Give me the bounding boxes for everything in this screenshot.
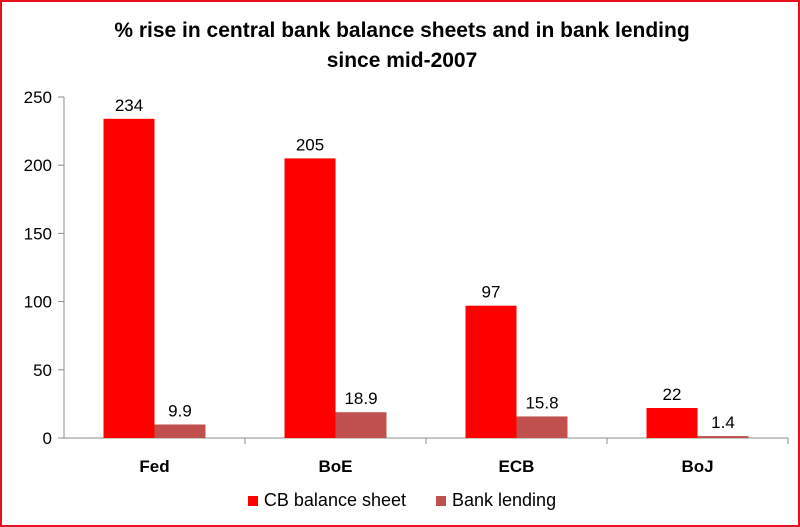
- bar-bank-lending: [516, 416, 568, 438]
- y-tick-label: 200: [24, 156, 52, 175]
- y-tick-label: 50: [33, 361, 52, 380]
- data-label: 97: [482, 283, 501, 302]
- legend-item-bank-lending: Bank lending: [436, 490, 556, 511]
- x-tick-label: ECB: [499, 457, 535, 476]
- y-tick-label: 250: [24, 88, 52, 107]
- data-label: 234: [115, 96, 143, 115]
- bar-chart: 0 50 100 150 200 250 Fed 234 9.9 BoE 205 18.9 ECB 97 1…: [24, 88, 789, 476]
- data-label: 22: [663, 385, 682, 404]
- chart-title: % rise in central bank balance sheets an…: [114, 19, 690, 42]
- data-label: 15.8: [525, 393, 558, 412]
- legend-swatch-cb-balance-sheet: [247, 495, 258, 506]
- data-label: 9.9: [168, 401, 192, 420]
- bar-bank-lending: [697, 436, 749, 438]
- x-tick-label: BoE: [319, 457, 353, 476]
- legend: CB balance sheet Bank lending: [2, 490, 800, 511]
- y-tick-label: 100: [24, 293, 52, 312]
- y-tick-label: 150: [24, 224, 52, 243]
- chart-subtitle: since mid-2007: [326, 49, 478, 72]
- legend-swatch-bank-lending: [436, 495, 446, 506]
- legend-label-cb-balance-sheet: CB balance sheet: [263, 490, 406, 510]
- x-tick-label: BoJ: [681, 457, 713, 476]
- legend-label-bank-lending: Bank lending: [452, 490, 557, 510]
- x-tick-label: Fed: [139, 457, 169, 476]
- bar-cb-balance-sheet: [103, 118, 155, 438]
- data-label: 205: [296, 135, 324, 154]
- bar-cb-balance-sheet: [284, 158, 336, 438]
- bar-cb-balance-sheet: [646, 407, 698, 438]
- y-tick-label: 0: [43, 429, 52, 448]
- bar-bank-lending: [154, 424, 206, 438]
- legend-item-cb-balance-sheet: CB balance sheet: [247, 490, 406, 511]
- data-label: 1.4: [711, 413, 735, 432]
- chart-title-block: % rise in central bank balance sheets an…: [2, 16, 800, 76]
- bar-cb-balance-sheet: [465, 305, 517, 438]
- data-label: 18.9: [344, 389, 377, 408]
- bar-bank-lending: [335, 412, 387, 438]
